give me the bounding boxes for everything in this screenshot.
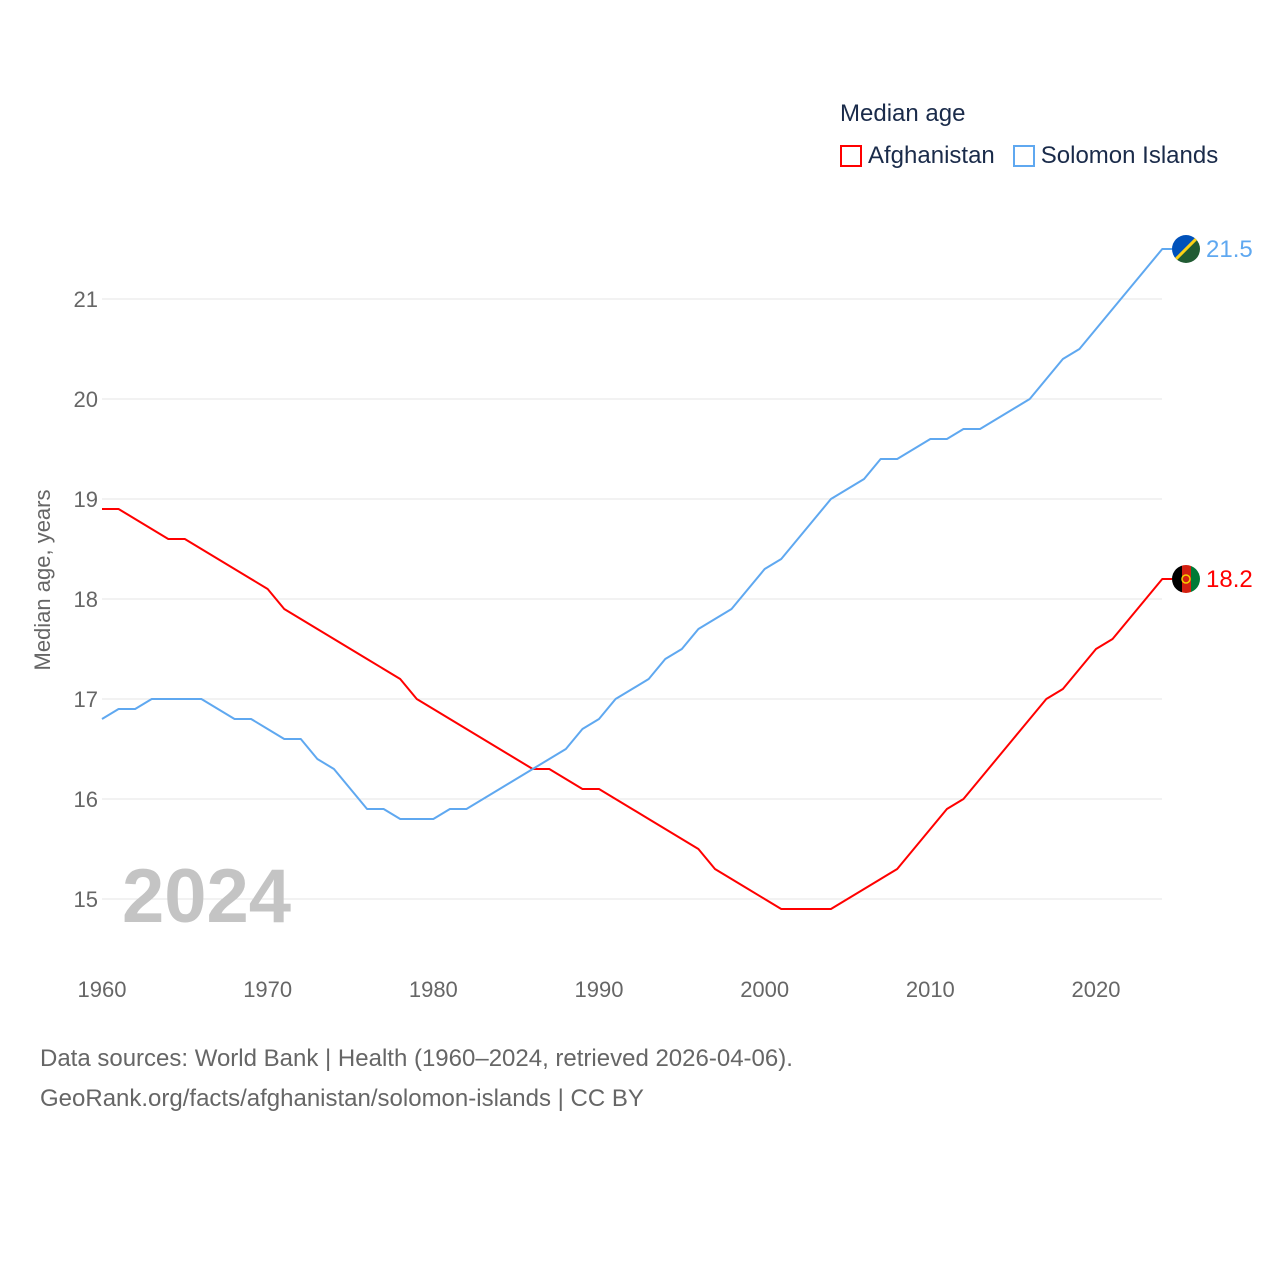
end-value-label: 18.2 (1206, 566, 1253, 593)
legend-swatch (1012, 145, 1035, 167)
x-tick-label: 2020 (1072, 977, 1121, 1002)
y-tick-label: 20 (74, 387, 98, 412)
flag-body (1172, 565, 1200, 593)
y-tick-label: 19 (74, 487, 98, 512)
flag-body (1172, 235, 1200, 263)
flag-stripe (1191, 565, 1200, 593)
y-tick-label: 16 (74, 787, 98, 812)
flag-stripe (1172, 235, 1200, 263)
flag-afghanistan-icon (1172, 565, 1200, 593)
flag-solomon-islands-icon (1172, 235, 1200, 263)
year-watermark: 2024 (122, 854, 291, 939)
x-tick-label: 1980 (409, 977, 458, 1002)
y-tick-label: 17 (74, 687, 98, 712)
legend-item-afghanistan[interactable]: Afghanistan (840, 142, 995, 170)
legend-label: Afghanistan (868, 142, 995, 169)
series-line-solomon-islands (101, 248, 1172, 820)
legend-label: Solomon Islands (1040, 142, 1219, 169)
x-tick-label: 2000 (740, 977, 789, 1002)
y-tick-label: 15 (74, 887, 98, 912)
x-tick-label: 1990 (575, 977, 624, 1002)
end-value-label: 21.5 (1206, 236, 1253, 263)
flag-stripe (1182, 565, 1191, 593)
flag-emblem (1181, 574, 1191, 584)
x-tick-label: 1970 (243, 977, 292, 1002)
legend: Afghanistan Solomon Islands (840, 142, 1218, 170)
source-text: Data sources: World Bank | Health (1960–… (40, 1045, 793, 1072)
x-tick-label: 1960 (78, 977, 127, 1002)
series-line-afghanistan (102, 508, 1172, 910)
y-axis-label: Median age, years (30, 490, 55, 671)
flag-stripe (1172, 565, 1182, 593)
legend-item-solomon-islands[interactable]: Solomon Islands (1012, 142, 1219, 170)
y-tick-label: 21 (74, 287, 98, 312)
y-tick-label: 18 (74, 587, 98, 612)
legend-title: Median age (840, 100, 966, 127)
source-link[interactable]: GeoRank.org/facts/afghanistan/solomon-is… (40, 1085, 644, 1112)
legend-swatch (840, 145, 862, 167)
x-tick-label: 2010 (906, 977, 955, 1002)
